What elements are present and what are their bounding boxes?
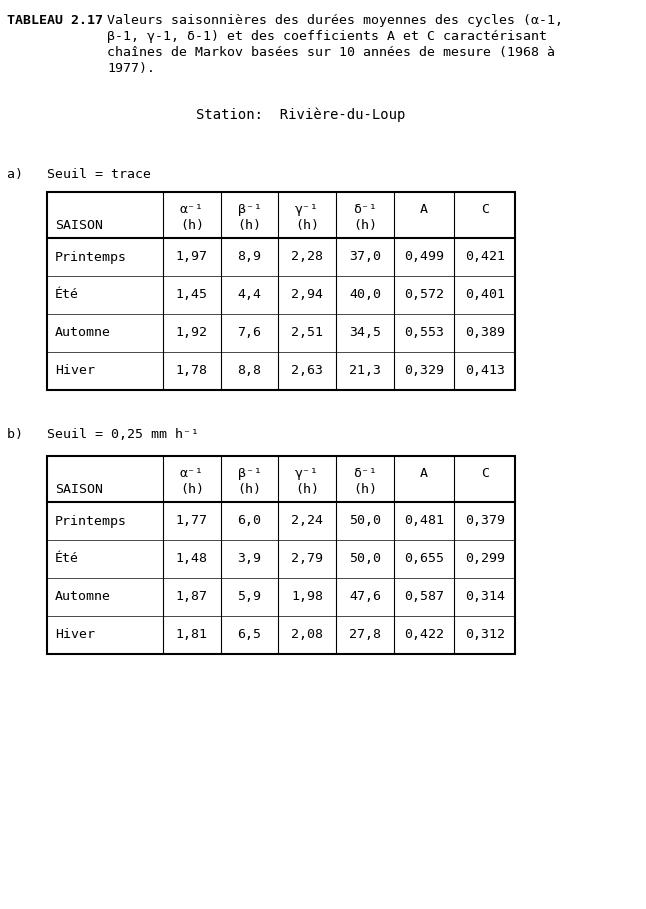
Text: b)   Seuil = 0,25 mm h⁻¹: b) Seuil = 0,25 mm h⁻¹ [8,428,200,441]
Text: 21,3: 21,3 [349,365,381,377]
Bar [47,456,515,654]
Text: 2,24: 2,24 [291,514,323,527]
Text: 2,28: 2,28 [291,251,323,264]
Text: 1,48: 1,48 [176,553,208,565]
Text: Station:  Rivière-du-Loup: Station: Rivière-du-Loup [196,108,406,123]
Text: A: A [420,467,428,480]
Text: 0,655: 0,655 [404,553,444,565]
Text: Été: Été [55,288,79,302]
Text: α⁻¹: α⁻¹ [180,203,204,216]
Text: 0,422: 0,422 [404,628,444,642]
Text: δ⁻¹: δ⁻¹ [353,467,377,480]
Text: 2,08: 2,08 [291,628,323,642]
Text: β⁻¹: β⁻¹ [238,203,262,216]
Text: 0,553: 0,553 [404,326,444,339]
Text: 27,8: 27,8 [349,628,381,642]
Text: β⁻¹: β⁻¹ [238,467,262,480]
Text: 4,4: 4,4 [238,288,262,302]
Text: 2,79: 2,79 [291,553,323,565]
Bar [47,192,515,390]
Text: 1,81: 1,81 [176,628,208,642]
Text: C: C [481,203,488,216]
Text: 40,0: 40,0 [349,288,381,302]
Text: Hiver: Hiver [55,365,95,377]
Text: 1,98: 1,98 [291,591,323,604]
Text: α⁻¹: α⁻¹ [180,467,204,480]
Text: 8,8: 8,8 [238,365,262,377]
Text: Printemps: Printemps [55,514,127,527]
Text: 0,329: 0,329 [404,365,444,377]
Text: γ⁻¹: γ⁻¹ [295,203,319,216]
Text: TABLEAU 2.17: TABLEAU 2.17 [8,14,103,27]
Text: 34,5: 34,5 [349,326,381,339]
Text: (h): (h) [295,219,319,232]
Text: 2,94: 2,94 [291,288,323,302]
Text: 5,9: 5,9 [238,591,262,604]
Text: 1,78: 1,78 [176,365,208,377]
Text: 1,77: 1,77 [176,514,208,527]
Text: Valeurs saisonnières des durées moyennes des cycles (α-1,: Valeurs saisonnières des durées moyennes… [107,14,563,27]
Text: SAISON: SAISON [55,219,103,232]
Text: 0,413: 0,413 [464,365,505,377]
Text: 1,97: 1,97 [176,251,208,264]
Text: C: C [481,467,488,480]
Text: Printemps: Printemps [55,251,127,264]
Text: (h): (h) [238,483,262,495]
Text: 1,87: 1,87 [176,591,208,604]
Text: A: A [420,203,428,216]
Text: Automne: Automne [55,591,110,604]
Text: β-1, γ-1, δ-1) et des coefficients A et C caractérisant: β-1, γ-1, δ-1) et des coefficients A et … [107,30,547,43]
Text: 0,499: 0,499 [404,251,444,264]
Text: 1977).: 1977). [107,62,155,75]
Text: 47,6: 47,6 [349,591,381,604]
Text: chaînes de Markov basées sur 10 années de mesure (1968 à: chaînes de Markov basées sur 10 années d… [107,46,555,59]
Text: 6,0: 6,0 [238,514,262,527]
Text: Automne: Automne [55,326,110,339]
Text: SAISON: SAISON [55,483,103,495]
Text: (h): (h) [180,219,204,232]
Text: 2,51: 2,51 [291,326,323,339]
Text: (h): (h) [295,483,319,495]
Text: 1,92: 1,92 [176,326,208,339]
Text: 50,0: 50,0 [349,514,381,527]
Text: 0,572: 0,572 [404,288,444,302]
Text: 0,389: 0,389 [464,326,505,339]
Text: (h): (h) [180,483,204,495]
Text: 0,314: 0,314 [464,591,505,604]
Text: 0,481: 0,481 [404,514,444,527]
Text: 37,0: 37,0 [349,251,381,264]
Text: δ⁻¹: δ⁻¹ [353,203,377,216]
Text: 0,312: 0,312 [464,628,505,642]
Text: (h): (h) [238,219,262,232]
Text: 0,587: 0,587 [404,591,444,604]
Text: 0,421: 0,421 [464,251,505,264]
Text: 8,9: 8,9 [238,251,262,264]
Text: (h): (h) [353,219,377,232]
Text: 0,379: 0,379 [464,514,505,527]
Text: Été: Été [55,553,79,565]
Text: 3,9: 3,9 [238,553,262,565]
Text: 1,45: 1,45 [176,288,208,302]
Text: 2,63: 2,63 [291,365,323,377]
Text: Hiver: Hiver [55,628,95,642]
Text: (h): (h) [353,483,377,495]
Text: γ⁻¹: γ⁻¹ [295,467,319,480]
Text: 7,6: 7,6 [238,326,262,339]
Text: 0,299: 0,299 [464,553,505,565]
Text: 50,0: 50,0 [349,553,381,565]
Text: 0,401: 0,401 [464,288,505,302]
Text: 6,5: 6,5 [238,628,262,642]
Text: a)   Seuil = trace: a) Seuil = trace [8,168,151,181]
